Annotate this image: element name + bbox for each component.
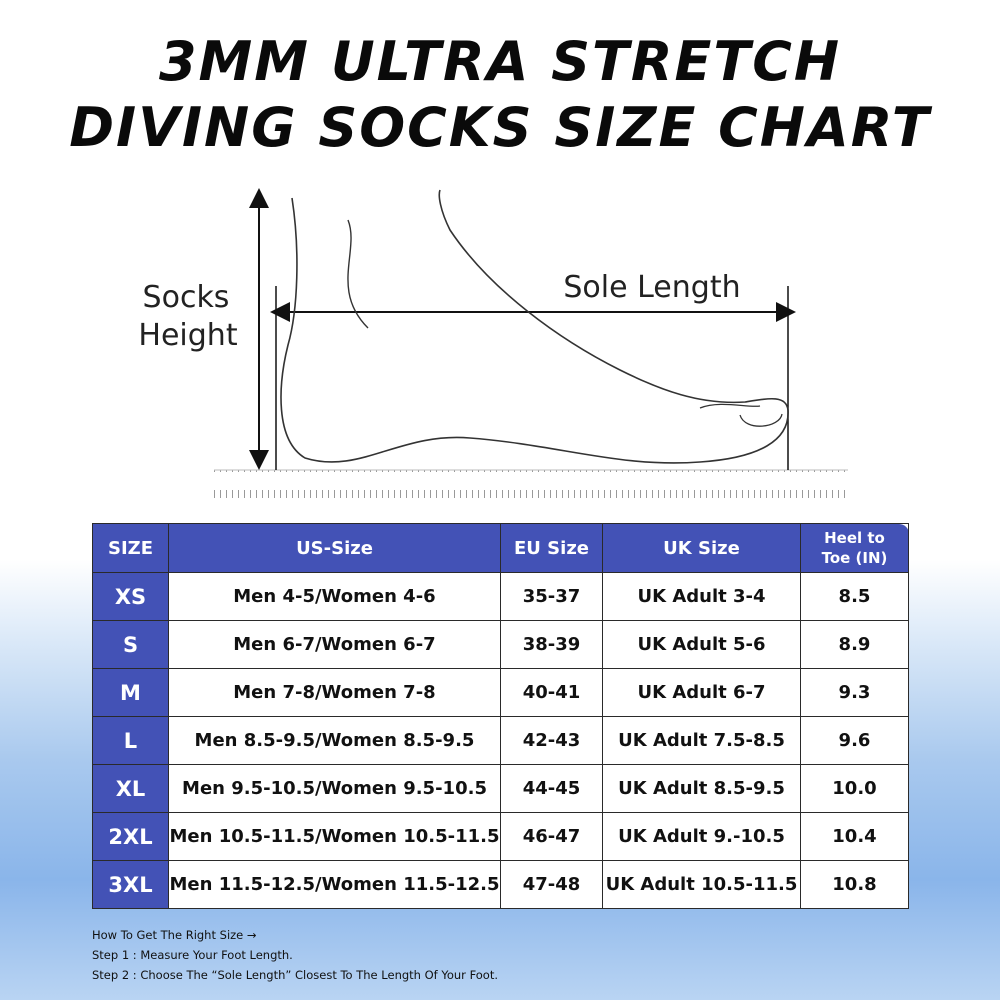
- instruction: Step 1 : Measure Your Foot Length.: [92, 948, 293, 962]
- table-row: 2XL Men 10.5-11.5/Women 10.5-11.5 46-47 UK …: [92, 812, 909, 861]
- size-cell: 2XL: [92, 812, 169, 861]
- table-cell: 9.3: [800, 668, 909, 717]
- table-cell: 47-48: [500, 860, 603, 909]
- size-cell: 3XL: [92, 860, 169, 909]
- instruction: Step 2 : Choose The “Sole Length” Closes…: [92, 968, 499, 982]
- header-cell: UK Size: [602, 523, 801, 573]
- header-cell: Heel to Toe (IN): [800, 523, 909, 573]
- table-row: L Men 8.5-9.5/Women 8.5-9.5 42-43 UK Adult …: [92, 716, 909, 765]
- table-cell: Men 8.5-9.5/Women 8.5-9.5: [168, 716, 501, 765]
- table-cell: Men 6-7/Women 6-7: [168, 620, 501, 669]
- table-body: XS Men 4-5/Women 4-6 35-37 UK Adult 3-4 8.5 S…: [92, 572, 909, 909]
- foot-outline: [280, 189, 789, 464]
- header-cell: SIZE: [92, 523, 169, 573]
- table-cell: UK Adult 9.-10.5: [602, 812, 801, 861]
- title-line: DIVING SOCKS SIZE CHART: [69, 96, 931, 159]
- table-cell: UK Adult 10.5-11.5: [602, 860, 801, 909]
- header-row: SIZE US-Size EU Size UK Size Heel to Toe (IN…: [92, 523, 909, 573]
- table-cell: 10.4: [800, 812, 909, 861]
- table-cell: Men 9.5-10.5/Women 9.5-10.5: [168, 764, 501, 813]
- table-cell: UK Adult 5-6: [602, 620, 801, 669]
- table-cell: Men 7-8/Women 7-8: [168, 668, 501, 717]
- table-cell: 9.6: [800, 716, 909, 765]
- table-row: XL Men 9.5-10.5/Women 9.5-10.5 44-45 UK Adu…: [92, 764, 909, 813]
- table-cell: 38-39: [500, 620, 603, 669]
- table-cell: 40-41: [500, 668, 603, 717]
- ruler: [214, 470, 848, 498]
- table-row: XS Men 4-5/Women 4-6 35-37 UK Adult 3-4 8.5: [92, 572, 909, 621]
- table-row: 3XL Men 11.5-12.5/Women 11.5-12.5 47-48 UK …: [92, 860, 909, 909]
- table-cell: UK Adult 8.5-9.5: [602, 764, 801, 813]
- table-cell: 8.5: [800, 572, 909, 621]
- table-cell: Men 11.5-12.5/Women 11.5-12.5: [168, 860, 501, 909]
- table-cell: UK Adult 3-4: [602, 572, 801, 621]
- size-table: SIZE US-Size EU Size UK Size Heel to Toe (IN…: [92, 523, 909, 909]
- size-cell: XS: [92, 572, 169, 621]
- table-cell: 10.0: [800, 764, 909, 813]
- size-cell: XL: [92, 764, 169, 813]
- table-cell: 8.9: [800, 620, 909, 669]
- height-label: Height: [138, 318, 237, 353]
- toe-line: [699, 403, 783, 427]
- length-label: Sole Length: [563, 270, 740, 305]
- size-cell: S: [92, 620, 169, 669]
- table-cell: UK Adult 7.5-8.5: [602, 716, 801, 765]
- header-cell: EU Size: [500, 523, 603, 573]
- instruction: How To Get The Right Size →: [92, 928, 257, 942]
- table-cell: Men 4-5/Women 4-6: [168, 572, 501, 621]
- title-line: 3MM ULTRA STRETCH: [158, 30, 842, 93]
- table-cell: Men 10.5-11.5/Women 10.5-11.5: [168, 812, 501, 861]
- table-cell: 44-45: [500, 764, 603, 813]
- table-cell: 42-43: [500, 716, 603, 765]
- size-cell: M: [92, 668, 169, 717]
- header-cell: US-Size: [168, 523, 501, 573]
- size-cell: L: [92, 716, 169, 765]
- ankle-line: [347, 219, 369, 329]
- table-cell: UK Adult 6-7: [602, 668, 801, 717]
- table-cell: 35-37: [500, 572, 603, 621]
- foot-diagram: Socks Height Sole Length: [138, 188, 848, 498]
- table-cell: 10.8: [800, 860, 909, 909]
- table-cell: 46-47: [500, 812, 603, 861]
- table-row: S Men 6-7/Women 6-7 38-39 UK Adult 5-6 8.9: [92, 620, 909, 669]
- height-label: Socks: [143, 280, 230, 315]
- table-row: M Men 7-8/Women 7-8 40-41 UK Adult 6-7 9.3: [92, 668, 909, 717]
